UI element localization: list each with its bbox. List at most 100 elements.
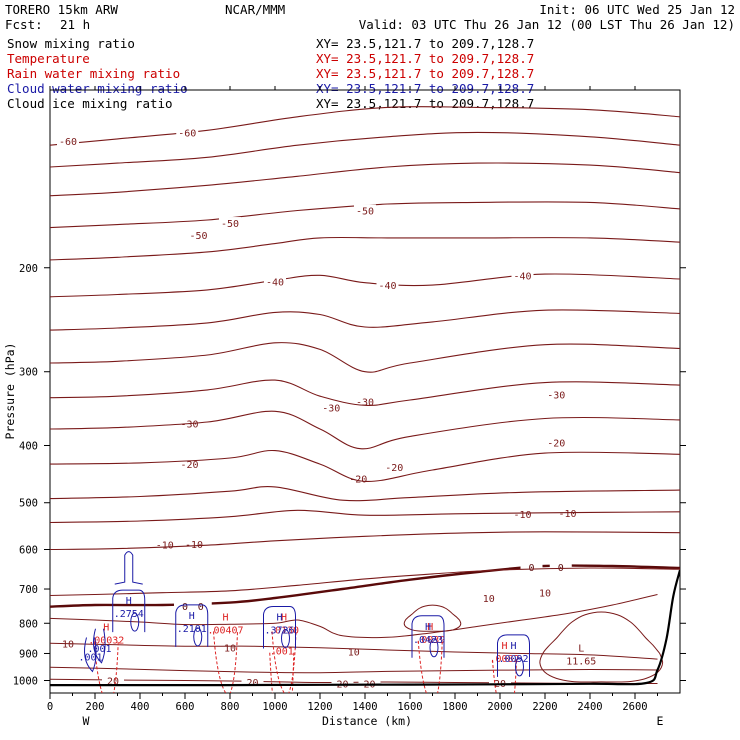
cloud-water-max-marker: H (126, 596, 132, 607)
field-xy: XY= 23.5,121.7 to 209.7,128.7 (316, 51, 534, 66)
cloud-water-max-value: .0092 (498, 654, 528, 665)
warm-contour-label-bg (102, 674, 124, 686)
temperature-contour-label-bg (187, 228, 210, 240)
field-xy: XY= 23.5,121.7 to 209.7,128.7 (316, 96, 534, 111)
y-tick-label: 500 (19, 498, 38, 510)
rain-max-marker: H (103, 622, 109, 633)
temperature-contour-label: -30 (356, 398, 374, 409)
y-tick-label: 800 (19, 618, 38, 630)
cloud-water-max-value: .0423 (413, 635, 443, 646)
cloud-water-contour (112, 589, 146, 633)
y-tick-label: 300 (19, 367, 38, 379)
x-tick-label: 1000 (262, 701, 287, 713)
temperature-contour-label-bg (189, 600, 212, 612)
temperature-contour-line (50, 531, 680, 551)
y-tick-label: 400 (19, 441, 38, 453)
temperature-contour-line (50, 379, 680, 406)
y-tick-label: 900 (19, 648, 38, 660)
rain-max-marker: H (501, 641, 507, 652)
rain-max-marker: H (427, 622, 433, 633)
warm-contour-line (50, 666, 658, 674)
rain-contour (417, 640, 443, 693)
x-tick-label: 2000 (487, 701, 512, 713)
field-name: Rain water mixing ratio (7, 66, 180, 81)
field-name: Snow mixing ratio (7, 36, 135, 51)
temperature-contour-label: -10 (513, 510, 531, 521)
y-tick-label: 700 (19, 584, 38, 596)
field-xy: XY= 23.5,121.7 to 209.7,128.7 (316, 81, 534, 96)
warm-contour-label: 10 (224, 644, 236, 655)
fcst-label: Fcst: (5, 17, 43, 32)
temperature-contour-label: -40 (378, 281, 396, 292)
contour-layer: -60 -60 -50 -50 -50 -40 -40 -40 -30 -30 -30 -30 -20 -… (50, 106, 680, 693)
temperature-contour-label-bg (264, 275, 286, 287)
temperature-contour-label: -30 (180, 419, 198, 430)
y-axis-label: Pressure (hPa) (3, 343, 17, 440)
temperature-contour-label-bg (153, 538, 176, 550)
rain-max-value: .0039 (415, 635, 445, 646)
temperature-contour-line (50, 236, 680, 261)
x-tick-label: 400 (131, 701, 150, 713)
temperature-contour-label-bg (511, 269, 534, 281)
warm-contour-line (50, 642, 658, 660)
warm-contour-label: 20 (246, 678, 258, 689)
temperature-contour-label-bg (174, 600, 196, 612)
temperature-contour-line (50, 410, 680, 450)
x-tick-label: 2600 (622, 701, 647, 713)
temperature-contour-label-bg (57, 134, 79, 146)
warm-contour-label-bg (219, 641, 241, 653)
field-name: Temperature (7, 51, 90, 66)
cloud-water-core (130, 612, 140, 632)
temperature-contour-label: -20 (180, 460, 198, 471)
cloud-water-core (193, 627, 203, 647)
warm-contour-label: 10 (348, 647, 360, 658)
temperature-contour-line (50, 131, 680, 168)
temperature-contour-label-bg (347, 472, 370, 484)
terrain-line (50, 569, 680, 687)
field-legend: Snow mixing ratio XY= 23.5,121.7 to 209.7… (7, 36, 534, 111)
axes-layer: 0 200 400 600 800 1000 1200 1400 1600 1800 2000 220… (13, 86, 686, 713)
temperature-contour-label: -50 (189, 231, 207, 242)
cloud-water-contour (263, 605, 296, 649)
x-tick-label: 600 (176, 701, 195, 713)
temperature-contour-label-bg (545, 436, 568, 448)
rain-contour (93, 641, 119, 693)
x-tick-label: 2400 (577, 701, 602, 713)
temperature-contour-label: 0 (528, 563, 534, 574)
temperature-contour-label: -20 (547, 438, 565, 449)
temperature-contour-line (50, 201, 680, 229)
warm-contour-label-bg (534, 586, 556, 598)
init-time: Init: 06 UTC Wed 25 Jan 12 (539, 2, 735, 17)
rain-max-marker: H (222, 612, 228, 623)
temperature-contour-line (50, 449, 680, 482)
warm-contour-label-bg (342, 645, 365, 657)
rain-max-value: .0130 (269, 625, 299, 636)
temperature-contour-label: -60 (178, 128, 196, 139)
warm-contour-label-bg (57, 637, 79, 649)
x-tick-label: 1600 (397, 701, 422, 713)
temperature-contour-label: -20 (385, 463, 403, 474)
temperature-contour-line (50, 567, 680, 597)
temperature-contour-label: -30 (547, 391, 565, 402)
temperature-contour-line (50, 162, 680, 197)
warm-contour-label: 10 (483, 594, 495, 605)
warm-contour-label-bg (489, 677, 511, 689)
warm-contour-line (50, 594, 658, 639)
temperature-contour-label-bg (354, 395, 376, 407)
rain-max-value: .0082 (489, 654, 519, 665)
temperature-contour-label: -10 (156, 541, 174, 552)
x-axis-label: Distance (km) (322, 714, 412, 728)
plot-inner: -60 -60 -50 -50 -50 -40 -40 -40 -30 -30 -30 -30 -20 -… (50, 106, 680, 693)
rain-max-value: .00407 (207, 625, 243, 636)
temperature-contour-label: -50 (356, 207, 374, 218)
temperature-contour-line (50, 273, 680, 298)
temperature-contour-label-bg (183, 537, 205, 549)
x-tick-label: 200 (86, 701, 105, 713)
rain-max-marker: H (281, 612, 287, 623)
temperature-contour-label-bg (178, 417, 201, 429)
field-xy: XY= 23.5,121.7 to 209.7,128.7 (316, 36, 534, 51)
temperature-contour-label-bg (520, 560, 543, 572)
cloud-water-contour (175, 604, 209, 647)
x-tick-label: 1200 (307, 701, 332, 713)
cloud-water-max-marker: H (189, 611, 195, 622)
